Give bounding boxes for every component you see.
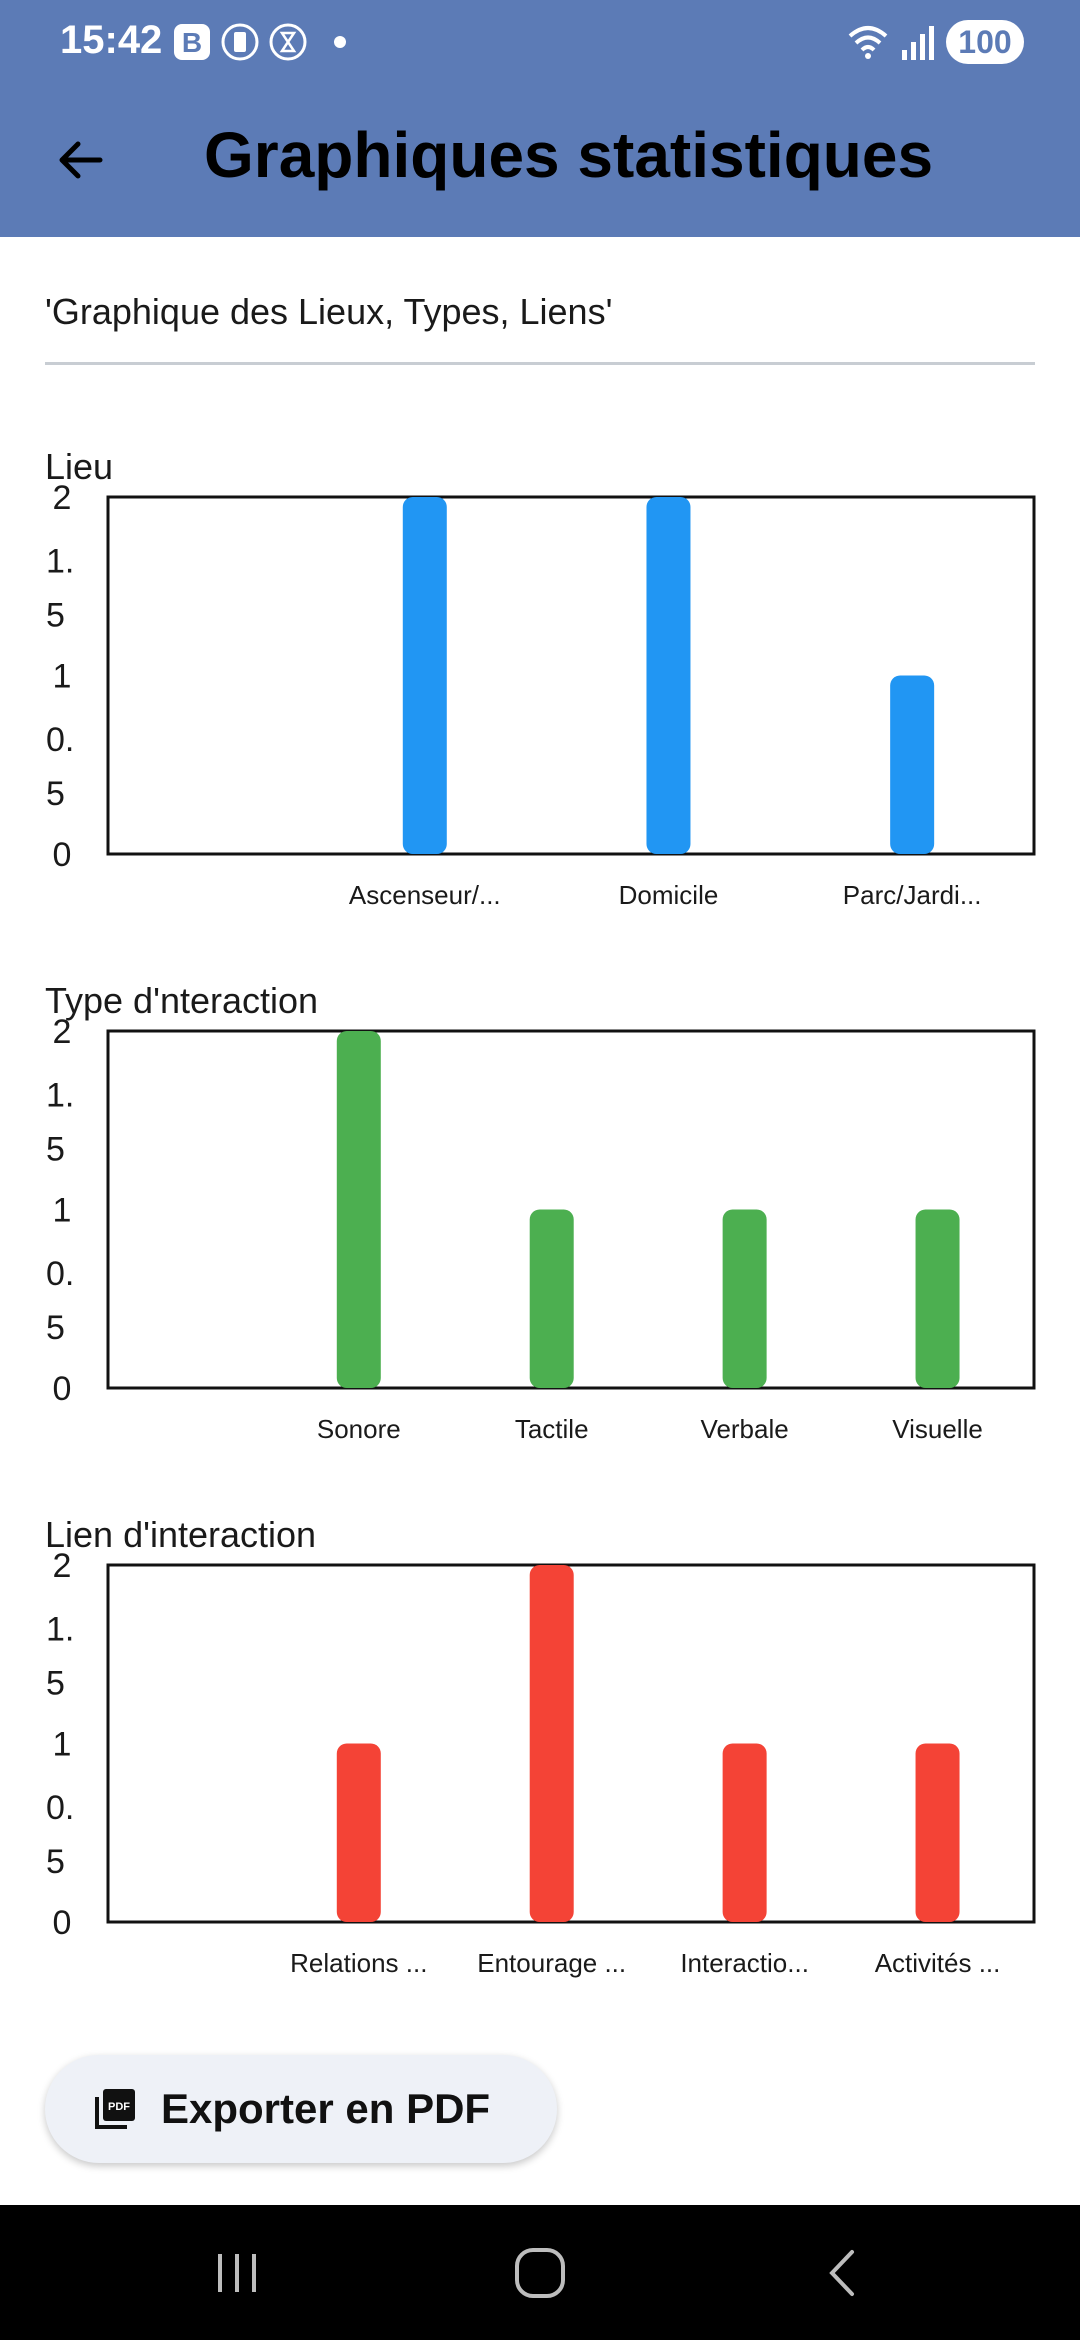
lien-chart: Lien d'interaction 2 1. 5 1 0. 5 0 Relations ..…	[0, 1508, 1080, 1978]
app-bar: 15:42 B	[0, 0, 1080, 237]
x-tick-label: Tactile	[515, 1414, 589, 1444]
bar	[402, 497, 447, 854]
home-icon	[515, 2247, 565, 2298]
y-tick-label: 1.	[46, 1610, 74, 1648]
x-tick-label: Sonore	[317, 1414, 401, 1444]
pdf-icon: PDF	[95, 2089, 135, 2129]
y-tick-label: 1.	[46, 542, 74, 580]
export-pdf-button[interactable]: PDF Exporter en PDF	[45, 2055, 557, 2163]
bar	[915, 1209, 960, 1388]
y-tick-label: 1	[53, 658, 72, 696]
y-tick-label: 5	[46, 596, 65, 634]
y-tick-label: 5	[46, 775, 65, 813]
vibrate-icon	[221, 23, 259, 61]
y-tick-label: 0	[53, 836, 72, 874]
x-tick-label: Visuelle	[892, 1414, 983, 1444]
y-tick-label: 0.	[46, 721, 74, 759]
back-button[interactable]	[40, 120, 120, 200]
timer-icon	[269, 23, 307, 61]
x-tick-label: Ascenseur/...	[349, 880, 501, 910]
y-tick-label: 1	[53, 1726, 72, 1764]
bar	[722, 1209, 767, 1388]
y-tick-label: 5	[46, 1130, 65, 1168]
svg-text:B: B	[182, 27, 202, 58]
y-tick-label: 1.	[46, 1076, 74, 1114]
y-tick-label: 5	[46, 1664, 65, 1702]
x-tick-label: Entourage ...	[477, 1948, 626, 1978]
y-tick-label: 0.	[46, 1789, 74, 1827]
x-tick-label: Parc/Jardi...	[843, 880, 982, 910]
page-title: Graphiques statistiques	[204, 119, 934, 191]
plot-frame	[106, 1563, 1036, 1924]
home-button[interactable]	[460, 2205, 620, 2340]
y-tick-label: 5	[46, 1843, 65, 1881]
subtitle-text: 'Graphique des Lieux, Types, Liens'	[45, 291, 613, 332]
plot-frame	[106, 1029, 1036, 1390]
status-bar: 15:42 B	[0, 0, 1080, 90]
bar	[529, 1565, 574, 1922]
y-tick-label: 2	[53, 479, 72, 517]
x-tick-label: Activités ...	[875, 1948, 1001, 1978]
y-tick-label: 5	[46, 1309, 65, 1347]
bar	[915, 1743, 960, 1922]
bar	[722, 1743, 767, 1922]
bar	[646, 497, 691, 854]
bar	[336, 1031, 381, 1388]
chart-title: Lieu	[45, 446, 114, 487]
back-arrow-icon	[59, 141, 103, 179]
battery-level: 100	[958, 23, 1012, 60]
chart-title: Type d'nteraction	[45, 980, 319, 1021]
y-tick-label: 0	[53, 1904, 72, 1942]
type-chart: Type d'nteraction 2 1. 5 1 0. 5 0 Sonore Tactile…	[0, 974, 1080, 1444]
x-tick-label: Verbale	[701, 1414, 789, 1444]
battery-icon: 100	[946, 20, 1024, 64]
system-nav-bar	[0, 2205, 1080, 2340]
y-tick-label: 2	[53, 1547, 72, 1585]
wifi-icon	[848, 26, 888, 59]
x-tick-label: Interactio...	[680, 1948, 809, 1978]
lien-bar-chart: 2 1. 5 1 0. 5 0 Relations ... Entourage ... Inter…	[46, 1547, 1036, 1978]
b-badge-icon: B	[174, 24, 210, 60]
x-tick-label: Domicile	[619, 880, 719, 910]
dot-icon	[334, 36, 346, 48]
status-time: 15:42	[60, 18, 163, 62]
back-icon	[829, 2249, 854, 2296]
system-back-button[interactable]	[762, 2205, 922, 2340]
bar	[336, 1743, 381, 1922]
bar	[890, 675, 935, 854]
y-tick-label: 1	[53, 1192, 72, 1230]
y-tick-label: 0.	[46, 1255, 74, 1293]
y-tick-label: 2	[53, 1013, 72, 1051]
signal-icon	[902, 26, 934, 60]
recents-icon	[218, 2253, 256, 2292]
plot-frame	[106, 495, 1036, 856]
svg-text:PDF: PDF	[108, 2101, 130, 2113]
type-bar-chart: 2 1. 5 1 0. 5 0 Sonore Tactile Verbale Visuelle	[46, 1013, 1036, 1444]
chart-title: Lien d'interaction	[45, 1514, 317, 1555]
bar	[529, 1209, 574, 1388]
x-tick-label: Relations ...	[290, 1948, 427, 1978]
y-tick-label: 0	[53, 1370, 72, 1408]
chart-subtitle: 'Graphique des Lieux, Types, Liens'	[45, 288, 1035, 365]
export-label: Exporter en PDF	[161, 2085, 491, 2132]
lieu-bar-chart: 2 1. 5 1 0. 5 0 Ascenseur/... Domicile Parc/Jardi…	[46, 479, 1036, 910]
recents-button[interactable]	[157, 2205, 317, 2340]
lieu-chart: Lieu 2 1. 5 1 0. 5 0 Ascenseur/... Domicile Parc/…	[0, 440, 1080, 910]
